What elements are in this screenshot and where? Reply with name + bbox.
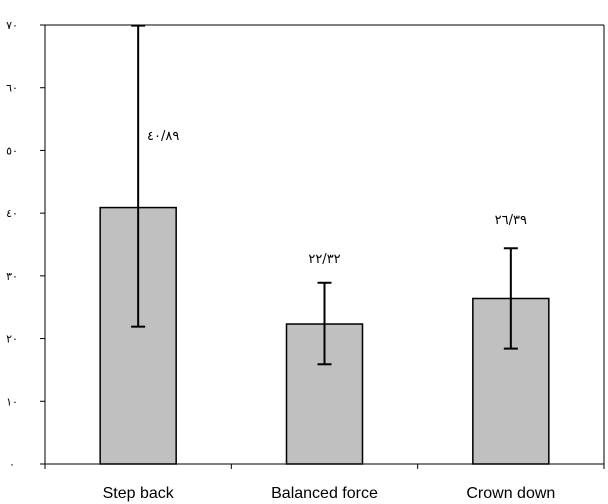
y-tick-label: ١٠	[6, 395, 18, 408]
x-category-label: Balanced force	[271, 485, 378, 502]
y-tick-label: ٦٠	[6, 82, 18, 95]
data-label: ٤٠/٨٩	[147, 129, 179, 144]
y-axis: ٠ ١٠ ٢٠ ٣٠ ٤٠ ٥٠ ٦٠ ٧٠	[6, 19, 46, 471]
y-tick-label: ٠	[9, 458, 15, 471]
bar	[472, 297, 550, 465]
x-category-label: Step back	[103, 485, 175, 502]
y-tick-label: ٧٠	[6, 19, 18, 32]
bar	[99, 206, 177, 465]
error-bars	[131, 24, 518, 366]
data-label: ٢٢/٣٢	[308, 252, 340, 267]
x-category-label: Crown down	[466, 485, 555, 502]
y-tick-label: ٢٠	[6, 333, 18, 346]
x-axis: Step back Balanced force Crown down	[44, 463, 605, 502]
y-tick-label: ٤٠	[6, 207, 18, 220]
data-labels: ٤٠/٨٩ ٢٢/٣٢ ٢٦/٣٩	[147, 129, 527, 267]
data-label: ٢٦/٣٩	[495, 213, 527, 228]
y-tick-label: ٥٠	[6, 144, 18, 157]
y-tick-label: ٣٠	[6, 270, 18, 283]
